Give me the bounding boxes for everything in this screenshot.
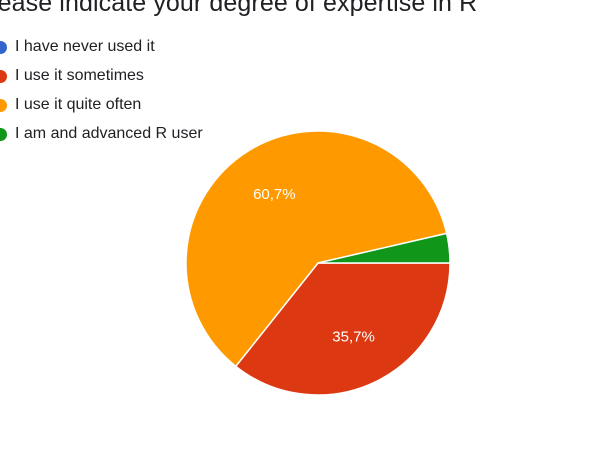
slice-percent-label: 60,7% — [253, 186, 296, 203]
slice-percent-label: 35,7% — [332, 329, 375, 346]
